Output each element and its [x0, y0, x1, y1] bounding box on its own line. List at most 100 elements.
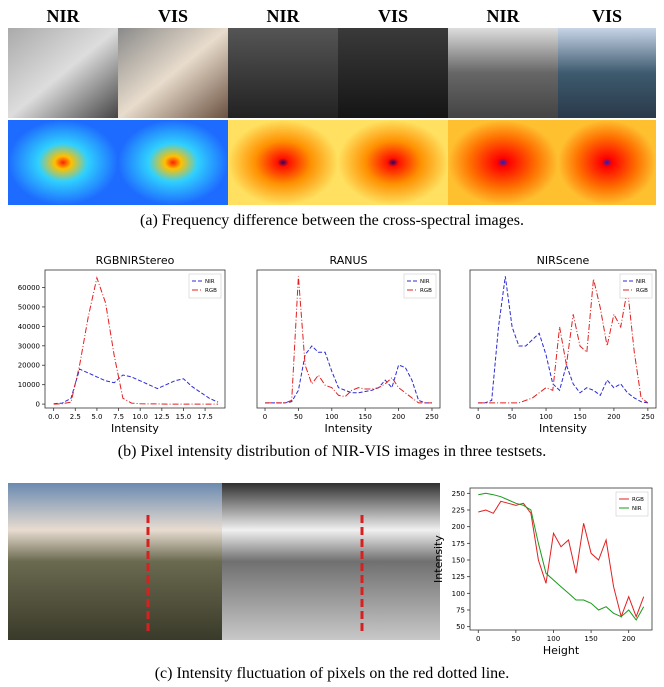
spectrum [448, 120, 558, 205]
x-tick-label: 50 [511, 635, 520, 643]
legend-label: RGB [205, 288, 217, 294]
image [558, 28, 656, 118]
x-tick-label: 10.0 [132, 413, 148, 421]
y-tick-label: 40000 [18, 323, 40, 331]
x-tick-label: 50 [508, 413, 517, 421]
series-line [478, 276, 648, 404]
caption: (b) Pixel intensity distribution of NIR-… [118, 443, 546, 460]
y-tick-label: 100 [452, 590, 465, 598]
image [338, 28, 448, 118]
x-tick-label: 250 [641, 413, 654, 421]
image [8, 28, 118, 118]
x-tick-label: 0 [263, 413, 267, 421]
y-tick-label: 10000 [18, 381, 40, 389]
x-axis-label: Intensity [111, 422, 159, 435]
y-axis-label: Intensity [432, 535, 445, 583]
series-line [478, 492, 645, 621]
legend-label: RGB [632, 497, 644, 503]
y-tick-label: 0 [36, 401, 40, 409]
caption: (c) Intensity fluctuation of pixels on t… [155, 665, 510, 682]
chart-title: RANUS [330, 254, 368, 267]
x-tick-label: 200 [392, 413, 405, 421]
photo [222, 483, 440, 640]
x-tick-label: 200 [622, 635, 635, 643]
legend-box [619, 273, 653, 299]
spectrum [118, 120, 228, 205]
y-tick-label: 150 [452, 557, 465, 565]
x-tick-label: 100 [547, 635, 560, 643]
x-tick-label: 150 [359, 413, 372, 421]
legend-label: RGB [636, 288, 648, 294]
label: NIR [46, 6, 80, 26]
legend-box [403, 273, 437, 299]
x-tick-label: 150 [584, 635, 597, 643]
label: VIS [378, 6, 408, 26]
y-tick-label: 225 [452, 507, 465, 515]
x-tick-label: 12.5 [154, 413, 170, 421]
panel-a-labels: NIR VIS NIR VIS NIR VIS [46, 6, 622, 26]
legend-box [615, 491, 649, 517]
x-tick-label: 0 [476, 413, 480, 421]
y-tick-label: 60000 [18, 284, 40, 292]
x-tick-label: 2.5 [70, 413, 81, 421]
x-tick-label: 100 [539, 413, 552, 421]
series-line [53, 275, 219, 405]
legend-label: NIR [636, 279, 646, 285]
y-tick-label: 250 [452, 490, 465, 498]
x-tick-label: 7.5 [113, 413, 124, 421]
spectrum [8, 120, 118, 205]
spectrum [338, 120, 448, 205]
plot-frame [256, 269, 441, 409]
plot-frame [469, 269, 657, 409]
legend-label: RGB [420, 288, 432, 294]
legend-label: NIR [420, 279, 430, 285]
x-tick-label: 250 [425, 413, 438, 421]
legend-box [188, 273, 222, 299]
photo [8, 483, 222, 640]
y-tick-label: 50000 [18, 303, 40, 311]
y-tick-label: 30000 [18, 342, 40, 350]
x-tick-label: 0 [476, 635, 480, 643]
charts: RGBNIRStereo 0.0 2.5 5.0 7.5 10.0 12.5 15.0 17.5… [18, 254, 657, 657]
y-tick-label: 125 [452, 573, 465, 581]
y-tick-label: 50 [456, 623, 465, 631]
series-line [53, 368, 219, 405]
x-tick-label: 150 [573, 413, 586, 421]
panel-c-images [8, 483, 440, 640]
spectrum [228, 120, 338, 205]
x-tick-label: 100 [325, 413, 338, 421]
caption: (a) Frequency difference between the cro… [140, 212, 524, 229]
x-tick-label: 15.0 [176, 413, 192, 421]
series-line [265, 276, 432, 404]
x-axis-label: Intensity [325, 422, 373, 435]
chart-title: RGBNIRStereo [96, 254, 175, 267]
plot-frame [469, 487, 653, 631]
series-line [478, 500, 645, 619]
x-tick-label: 50 [294, 413, 303, 421]
legend-label: NIR [632, 506, 642, 512]
series-line [265, 345, 432, 404]
label: NIR [486, 6, 520, 26]
image [448, 28, 558, 118]
label: VIS [592, 6, 622, 26]
series-line [478, 278, 649, 404]
spectrum [558, 120, 656, 205]
y-tick-label: 200 [452, 523, 465, 531]
x-tick-label: 17.5 [197, 413, 213, 421]
legend-label: NIR [205, 279, 215, 285]
image [118, 28, 228, 118]
y-tick-label: 175 [452, 540, 465, 548]
y-tick-label: 75 [456, 607, 465, 615]
x-tick-label: 0.0 [48, 413, 59, 421]
panel-a-images [8, 28, 656, 205]
x-tick-label: 200 [607, 413, 620, 421]
label: NIR [266, 6, 300, 26]
plot-frame [44, 269, 226, 409]
label: VIS [158, 6, 188, 26]
y-tick-label: 20000 [18, 362, 40, 370]
x-axis-label: Height [543, 644, 580, 657]
x-axis-label: Intensity [539, 422, 587, 435]
chart-title: NIRScene [537, 254, 590, 267]
